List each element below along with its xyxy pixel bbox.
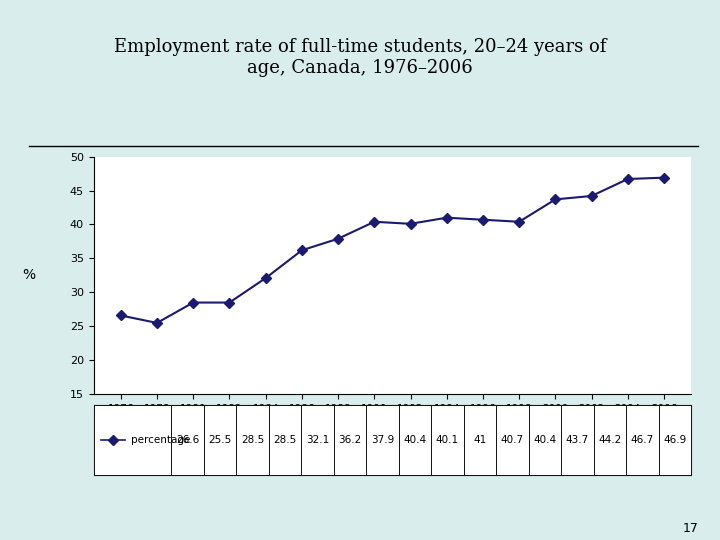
Bar <box>171 405 204 475</box>
Text: 37.9: 37.9 <box>371 435 394 445</box>
Text: 17: 17 <box>683 522 698 535</box>
Bar <box>366 405 399 475</box>
Bar <box>561 405 594 475</box>
Text: %: % <box>22 268 35 282</box>
Bar <box>94 405 171 475</box>
Text: 46.7: 46.7 <box>631 435 654 445</box>
Text: 25.5: 25.5 <box>208 435 232 445</box>
Text: 40.1: 40.1 <box>436 435 459 445</box>
Bar <box>659 405 691 475</box>
Bar <box>236 405 269 475</box>
Bar <box>626 405 659 475</box>
Bar <box>594 405 626 475</box>
Bar <box>431 405 464 475</box>
Text: 40.4: 40.4 <box>534 435 557 445</box>
Bar <box>496 405 528 475</box>
Text: 41: 41 <box>473 435 487 445</box>
Bar <box>464 405 496 475</box>
Bar <box>301 405 334 475</box>
Text: 40.4: 40.4 <box>403 435 426 445</box>
Bar <box>334 405 366 475</box>
Text: 43.7: 43.7 <box>566 435 589 445</box>
Text: 36.2: 36.2 <box>338 435 361 445</box>
Bar <box>528 405 561 475</box>
Text: 28.5: 28.5 <box>274 435 297 445</box>
Bar <box>204 405 236 475</box>
Text: 44.2: 44.2 <box>598 435 621 445</box>
Text: 26.6: 26.6 <box>176 435 199 445</box>
Text: 32.1: 32.1 <box>306 435 329 445</box>
Text: percentage: percentage <box>131 435 190 445</box>
Bar <box>399 405 431 475</box>
Text: 40.7: 40.7 <box>501 435 524 445</box>
Bar <box>269 405 301 475</box>
Text: 46.9: 46.9 <box>663 435 687 445</box>
Text: 28.5: 28.5 <box>241 435 264 445</box>
Text: Employment rate of full-time students, 20–24 years of
age, Canada, 1976–2006: Employment rate of full-time students, 2… <box>114 38 606 77</box>
